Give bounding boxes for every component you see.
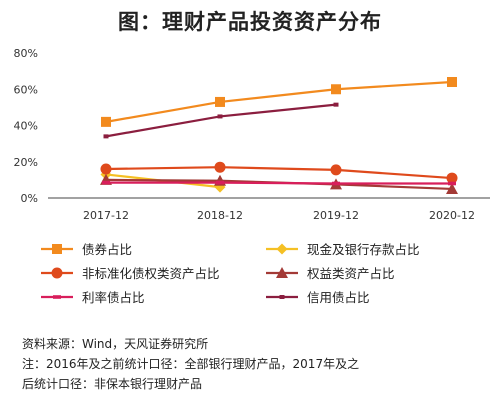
y-tick-label: 40%	[14, 120, 38, 133]
legend-label: 权益类资产占比	[307, 266, 395, 281]
note-line-2: 后统计口径：非保本银行理财产品	[22, 377, 203, 391]
source-line: 资料来源：Wind，天风证券研究所	[22, 337, 209, 351]
data-point	[332, 181, 340, 186]
y-tick-label: 80%	[14, 47, 38, 60]
data-point	[214, 161, 226, 173]
y-tick-label: 0%	[21, 192, 38, 205]
x-tick-label: 2018-12	[197, 209, 243, 222]
y-tick-label: 20%	[14, 156, 38, 169]
legend-symbol	[41, 267, 73, 278]
legend-marker	[276, 243, 288, 254]
y-tick-label: 60%	[14, 83, 38, 96]
series-4	[102, 180, 456, 186]
x-tick-label: 2020-12	[429, 209, 475, 222]
legend-label: 债券占比	[82, 242, 133, 257]
data-point	[100, 163, 112, 175]
legend-symbol	[266, 266, 298, 278]
legend-symbol	[266, 243, 298, 254]
data-point	[102, 180, 110, 185]
legend-marker	[276, 266, 288, 278]
series-0	[101, 77, 457, 127]
data-point	[217, 114, 223, 119]
data-point	[447, 77, 457, 87]
legend-item: 现金及银行存款占比	[265, 240, 480, 257]
legend-marker	[53, 294, 61, 299]
legend-item: 非标准化债权类资产占比	[40, 264, 265, 281]
data-point	[331, 84, 341, 95]
legend-symbol	[41, 294, 73, 299]
data-point	[101, 116, 111, 127]
chart-title: 图：理财产品投资资产分布	[118, 10, 382, 34]
source-note: 资料来源：Wind，天风证券研究所 注：2016年及之前统计口径：全部银行理财产…	[22, 334, 359, 394]
legend-marker	[51, 267, 63, 278]
data-point	[215, 96, 225, 107]
data-point	[333, 102, 339, 107]
legend: 债券占比 现金及银行存款占比非标准化债权类资产占比 权益类资产占比利率债占比 信用债占…	[40, 240, 480, 305]
legend-item: 权益类资产占比	[265, 264, 480, 281]
legend-label: 信用债占比	[307, 290, 370, 305]
line-chart: 0% 20% 40% 60% 80% 2017-12 2018-12 2019-12 2020-…	[14, 47, 490, 222]
legend-item: 信用债占比	[265, 288, 480, 305]
data-point	[216, 180, 224, 185]
series-line	[105, 103, 337, 138]
data-point	[446, 182, 458, 194]
data-point	[448, 181, 456, 186]
legend-label: 利率债占比	[82, 290, 145, 305]
x-tick-label: 2019-12	[313, 209, 359, 222]
note-line-1: 注：2016年及之前统计口径：全部银行理财产品，2017年及之	[22, 357, 360, 371]
series-2	[100, 161, 458, 184]
legend-symbol	[41, 243, 73, 254]
x-tick-label: 2017-12	[83, 209, 129, 222]
series-5	[103, 102, 339, 139]
data-point	[103, 134, 109, 139]
legend-label: 现金及银行存款占比	[307, 242, 420, 257]
series-line	[105, 80, 453, 123]
legend-item: 债券占比	[40, 240, 265, 257]
legend-label: 非标准化债权类资产占比	[82, 266, 220, 281]
series-line	[105, 166, 453, 180]
legend-marker	[52, 243, 62, 254]
data-point	[446, 172, 458, 184]
series-line	[106, 181, 452, 185]
data-point	[330, 164, 342, 176]
legend-marker	[279, 294, 285, 299]
legend-item: 利率债占比	[40, 288, 265, 305]
legend-symbol	[266, 294, 298, 299]
